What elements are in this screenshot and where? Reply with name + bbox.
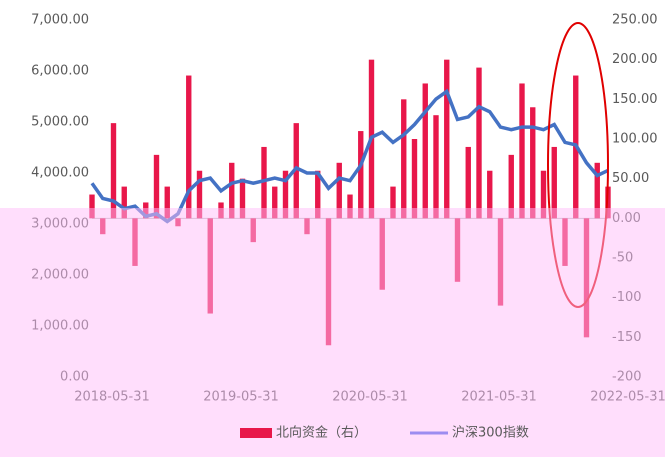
bar (261, 146, 267, 219)
bar (153, 154, 160, 219)
bar (390, 186, 396, 219)
bar (196, 170, 203, 219)
bar (315, 170, 321, 219)
bar (358, 131, 364, 219)
legend-label: 沪深300指数 (452, 425, 529, 441)
bar (401, 99, 407, 219)
bar (293, 123, 299, 219)
legend-label: 北向资金（右） (276, 425, 367, 441)
bar (594, 162, 600, 219)
bar (272, 186, 278, 219)
bar (110, 123, 117, 219)
y-tick-label: 4,000.00 (31, 166, 89, 181)
y-tick-label: 6,000.00 (31, 64, 89, 79)
bar (519, 83, 525, 219)
y-tick-label: 5,000.00 (31, 115, 89, 130)
bar (551, 146, 557, 219)
y2-tick-label: 250.00 (612, 13, 658, 28)
bar (476, 67, 482, 219)
bar (282, 170, 289, 219)
y2-tick-label: 50.00 (612, 171, 649, 186)
bar (89, 194, 95, 219)
bar (229, 162, 235, 219)
bar (347, 194, 353, 219)
bar (508, 154, 514, 219)
y2-tick-label: 150.00 (612, 92, 658, 107)
bar (465, 146, 471, 219)
bar (422, 83, 428, 219)
y2-tick-label: 200.00 (612, 52, 658, 67)
bar (487, 170, 493, 219)
bar (336, 162, 342, 219)
bar (239, 178, 246, 219)
bar (444, 59, 450, 219)
bar (164, 186, 170, 219)
legend-swatch (240, 428, 272, 438)
bar (186, 75, 192, 219)
bar (411, 139, 418, 219)
y2-tick-label: 100.00 (612, 132, 658, 147)
y-tick-label: 7,000.00 (31, 13, 89, 28)
bar (121, 186, 127, 219)
overlay (0, 208, 665, 457)
bar (540, 170, 547, 219)
bar (433, 115, 439, 219)
bar (530, 107, 536, 219)
